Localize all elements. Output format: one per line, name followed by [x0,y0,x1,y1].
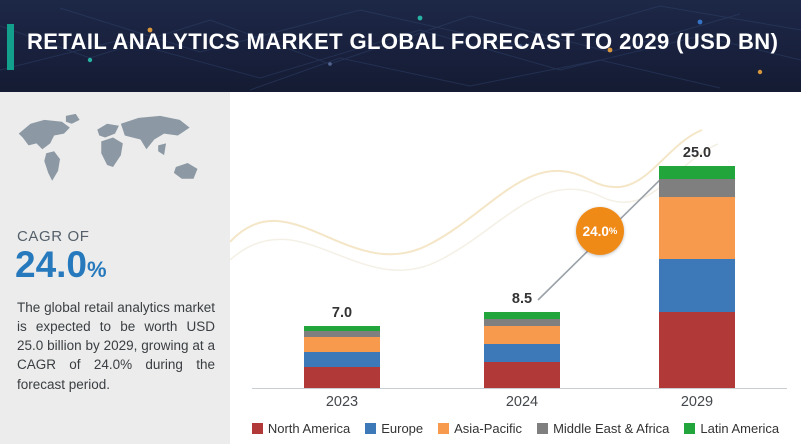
cagr-growth-badge: 24.0% [576,207,624,255]
sidebar: CAGR OF 24.0% The global retail analytic… [0,92,230,444]
bar-chart-area: 24.0% North America Europe Asia-Pacific Mid… [230,92,801,444]
bar-total-label: 25.0 [682,144,712,161]
legend-label: Europe [381,421,424,436]
badge-percent-sign: % [608,225,618,237]
stacked-bar-2029 [659,165,735,388]
legend-label: Middle East & Africa [553,421,670,436]
cagr-number: 24.0 [15,244,88,285]
x-axis-label: 2023 [325,394,359,410]
bar-total-label: 7.0 [331,304,353,321]
bar-segment-latin-america [659,165,735,179]
cagr-label: CAGR OF [17,228,90,245]
legend-item-europe: Europe [365,421,423,436]
legend-swatch [365,423,377,434]
title-banner: RETAIL ANALYTICS MARKET GLOBAL FORECAST … [0,0,801,92]
bar-segment-latin-america [304,325,380,332]
world-map-graphic [18,113,198,181]
x-axis-baseline [252,388,787,389]
bar-segment-europe [659,258,735,313]
legend-item-middle-east-africa: Middle East & Africa [537,421,669,436]
market-description: The global retail analytics market is ex… [17,300,215,392]
badge-value: 24.0 [582,223,609,239]
bar-segment-latin-america [484,312,560,319]
bar-segment-europe [484,343,560,363]
bar-segment-north-america [659,312,735,388]
bar-segment-middle-east-africa [484,318,560,326]
cagr-percent-sign: % [87,257,107,282]
bar-segment-asia-pacific [484,325,560,344]
legend-label: North America [267,421,351,436]
legend-label: Asia-Pacific [454,421,523,436]
legend-item-latin-america: Latin America [684,421,779,436]
legend-swatch [251,423,263,434]
chart-legend: North America Europe Asia-Pacific Middle Ea… [230,421,801,436]
bar-segment-north-america [484,362,560,388]
x-axis-label: 2029 [680,394,714,410]
title-accent-bar [7,24,14,70]
bar-segment-north-america [304,366,380,388]
x-axis-label: 2024 [505,394,539,410]
banner-tech-pattern-decoration [0,5,801,91]
page-title: RETAIL ANALYTICS MARKET GLOBAL FORECAST … [27,29,779,54]
bar-total-label: 8.5 [511,291,533,308]
legend-item-north-america: North America [251,421,351,436]
cagr-value: 24.0% [15,244,107,286]
content-row: CAGR OF 24.0% The global retail analytic… [0,92,801,444]
legend-item-asia-pacific: Asia-Pacific [438,421,522,436]
legend-swatch [537,423,549,434]
stacked-bar-2024 [484,312,560,388]
legend-label: Latin America [700,421,780,436]
stacked-bar-2023 [304,325,380,388]
legend-swatch [438,423,450,434]
bar-segment-middle-east-africa [659,178,735,197]
legend-swatch [684,423,696,434]
bar-segment-asia-pacific [304,337,380,352]
bar-segment-europe [304,351,380,367]
bar-segment-asia-pacific [659,196,735,259]
bar-segment-middle-east-africa [304,331,380,338]
